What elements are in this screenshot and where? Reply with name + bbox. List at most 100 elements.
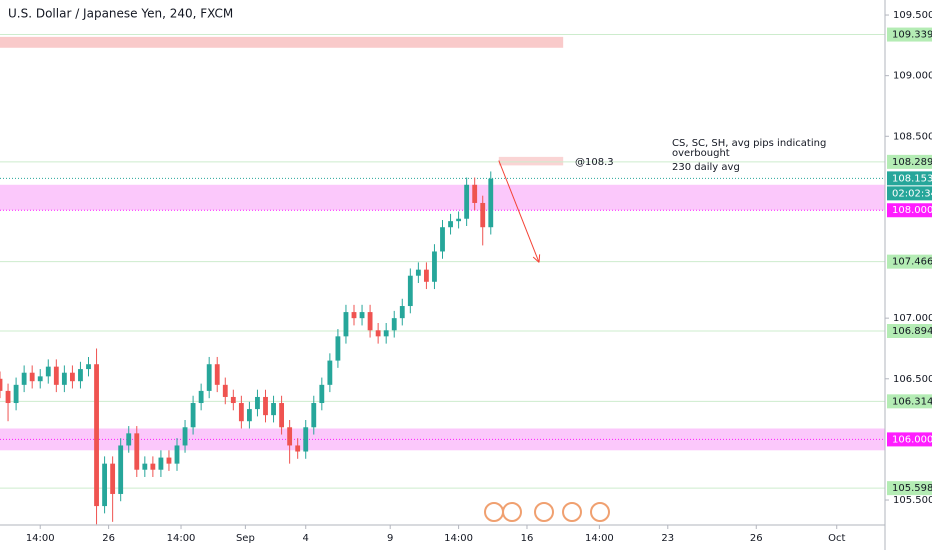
candle-body [472,184,478,203]
drawings: @108.3 CS, SC, SH, avg pips indicatingove… [498,138,826,263]
candle-body [327,360,333,385]
x-tick-label: 9 [387,533,393,544]
candle-body [415,269,421,276]
candle-body [166,457,172,464]
candle-body [158,457,164,470]
candle-body [182,427,188,446]
candle-body [86,364,91,370]
price-badge-label: 107.466 [892,257,932,268]
zone [0,428,885,451]
candle-body [383,330,389,337]
candle-body [287,427,293,446]
price-badge [887,324,932,339]
candle-body [480,202,486,228]
candles [0,171,494,525]
candle-body [456,218,462,222]
candle-body [21,372,27,385]
candle-body [5,390,11,404]
candle-body [351,312,357,319]
price-badge-label: 106.000 [892,434,932,445]
y-tick-label: 106.500 [893,374,932,385]
candle-body [206,364,212,391]
candle-body [150,463,156,470]
candle-body [222,384,228,397]
zones [0,36,885,451]
event-icon [562,502,582,522]
candle-body [45,366,51,377]
chart-title: U.S. Dollar / Japanese Yen, 240, FXCM [8,7,233,21]
candle-body [246,409,252,422]
x-tick-label: 23 [661,533,674,544]
event-icons [484,502,610,522]
arrow-head [538,254,541,263]
candle-body [110,463,116,494]
candle-body [118,445,124,494]
price-badge [887,27,932,42]
annotation: CS, SC, SH, avg pips indicating [672,138,826,149]
candle-body [53,366,59,385]
annotation: 230 daily avg [672,162,740,173]
candle-body [335,336,341,361]
candle-body [190,403,196,428]
candle-body [230,396,236,404]
candle-body [343,312,349,337]
arrow [498,160,540,263]
y-tick-label: 107.000 [893,313,932,324]
price-badge-label: 108.153 [892,173,932,184]
candle-body [94,364,99,507]
price-badge [887,203,932,218]
candle-body [271,403,276,416]
y-tick-label: 109.500 [893,10,932,21]
candle-body [319,384,325,404]
event-icon [484,502,504,522]
zone [0,36,564,48]
price-badge [887,394,932,409]
candle-body [198,390,204,404]
price-badge [887,254,932,269]
candle-body [238,403,244,422]
price-badge [887,154,932,169]
y-tick-label: 108.500 [893,131,932,142]
candle-body [367,312,373,331]
candle-body [29,372,35,382]
event-icon [590,502,610,522]
zone [498,156,564,166]
x-tick-label: 14:00 [167,533,196,544]
level-lines [0,34,885,489]
candle-body [303,427,309,452]
candle-body [464,184,470,219]
event-icon [534,502,554,522]
candle-body [102,463,108,507]
annotation: overbought [672,148,730,159]
candle-body [126,433,132,446]
axes: 109.500 109.000 108.500 107.000 106.500 105.5… [26,10,932,544]
zone [0,184,885,211]
price-badge-label: 109.339 [892,30,932,41]
candle-body [142,463,148,470]
countdown: 02:02:34 [892,188,932,199]
price-badge-label: 105.598 [892,483,932,494]
candle-body [61,372,67,385]
candle-body [359,312,365,319]
candle-body [391,318,397,331]
x-tick-label: 4 [303,533,309,544]
price-badge [887,171,932,186]
arrow-head [532,256,540,263]
candle-body [311,403,317,428]
candle-body [488,178,494,228]
candle-body [279,403,285,428]
x-tick-label: 16 [521,533,534,544]
price-badge-label: 106.894 [892,326,932,337]
x-tick-label: Sep [236,533,255,544]
annotation: @108.3 [575,157,614,168]
x-tick-label: Oct [828,533,845,544]
candle-body [13,384,19,404]
candle-body [134,433,140,470]
candle-body [407,275,413,307]
candle-body [440,227,445,252]
candle-body [295,445,301,452]
candle-body [78,369,83,382]
candle-body [37,376,43,382]
